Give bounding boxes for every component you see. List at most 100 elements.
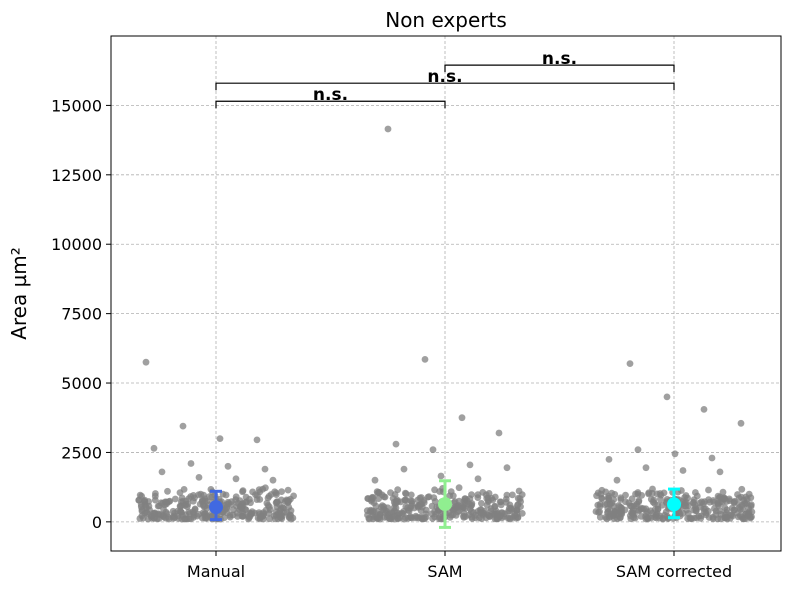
data-point xyxy=(283,496,290,504)
data-point xyxy=(141,500,149,508)
data-point xyxy=(406,504,414,512)
data-point xyxy=(228,498,236,505)
data-point xyxy=(747,501,755,509)
data-point xyxy=(271,488,279,496)
data-point xyxy=(272,499,280,507)
data-point xyxy=(162,514,170,522)
x-tick-label: SAM corrected xyxy=(616,562,732,581)
y-tick-label: 0 xyxy=(92,513,102,532)
data-point xyxy=(503,491,511,499)
data-point xyxy=(376,511,384,519)
data-point xyxy=(684,515,691,522)
data-point xyxy=(417,494,425,501)
outlier-point xyxy=(679,467,687,474)
data-point xyxy=(652,514,660,522)
y-tick-label: 2500 xyxy=(61,443,102,462)
data-point xyxy=(610,496,618,503)
data-point xyxy=(628,495,636,503)
data-point xyxy=(135,496,143,504)
outlier-point xyxy=(642,464,650,472)
data-point xyxy=(240,511,247,519)
data-point xyxy=(462,513,469,520)
data-point xyxy=(138,512,146,520)
data-point xyxy=(483,494,491,502)
outlier-point xyxy=(737,419,745,427)
outlier-point xyxy=(224,462,232,470)
data-point xyxy=(598,486,606,494)
data-point xyxy=(487,505,495,512)
data-point xyxy=(497,501,505,509)
data-point xyxy=(171,495,179,503)
data-point xyxy=(265,509,273,517)
data-point xyxy=(738,502,746,509)
mean-marker xyxy=(438,497,452,512)
data-point xyxy=(163,500,171,508)
data-point xyxy=(455,484,463,492)
plot-frame xyxy=(110,35,782,552)
data-point xyxy=(278,488,285,495)
data-point xyxy=(144,509,151,517)
outlier-point xyxy=(392,440,400,448)
summary-marker-manual xyxy=(209,489,223,522)
outlier-point xyxy=(613,476,621,484)
data-point xyxy=(402,489,409,497)
data-point xyxy=(247,499,254,507)
outlier-point xyxy=(429,446,437,454)
data-point xyxy=(608,489,616,497)
chart-title: Non experts xyxy=(385,8,507,32)
outlier-point xyxy=(253,436,261,444)
significance-brackets: n.s. n.s. n.s. xyxy=(215,49,675,109)
data-point xyxy=(494,510,502,518)
outlier-point xyxy=(495,429,503,437)
outlier-point xyxy=(269,476,277,484)
data-points xyxy=(135,125,756,523)
data-point xyxy=(478,500,485,507)
data-point xyxy=(200,491,208,499)
data-point xyxy=(430,494,438,502)
data-point xyxy=(198,514,206,522)
data-point xyxy=(256,510,264,518)
data-point xyxy=(417,513,425,521)
data-point xyxy=(387,489,394,496)
summary-markers xyxy=(209,479,681,529)
summary-marker-sam-corrected xyxy=(667,487,681,520)
y-axis-ticks: 0 2500 5000 7500 10000 12500 15000 xyxy=(51,96,111,532)
data-point xyxy=(279,504,287,511)
data-point xyxy=(256,488,264,496)
data-point xyxy=(451,498,459,505)
data-point xyxy=(189,508,197,516)
mean-marker xyxy=(209,500,223,515)
outlier-point xyxy=(708,454,716,462)
data-point xyxy=(698,498,706,506)
bracket-line xyxy=(215,82,675,91)
outlier-point xyxy=(261,465,269,473)
data-point xyxy=(676,510,684,518)
data-point xyxy=(394,486,402,494)
outlier-point xyxy=(437,472,445,480)
outlier-point xyxy=(400,465,408,473)
data-point xyxy=(424,493,432,501)
outlier-point xyxy=(700,406,708,413)
data-point xyxy=(365,515,373,522)
outlier-point xyxy=(142,358,150,366)
data-point xyxy=(709,497,717,504)
data-point xyxy=(630,514,637,521)
data-point xyxy=(181,515,189,523)
data-point xyxy=(649,485,656,493)
data-point xyxy=(657,495,664,503)
data-point xyxy=(431,513,438,521)
data-point xyxy=(394,498,402,505)
outlier-point xyxy=(384,125,392,133)
data-point xyxy=(239,488,246,496)
y-tick-label: 7500 xyxy=(61,305,102,324)
outlier-point xyxy=(663,393,671,401)
data-point xyxy=(437,515,445,523)
data-point xyxy=(190,492,197,499)
data-point xyxy=(518,510,526,517)
significance-label: n.s. xyxy=(427,67,462,87)
data-point xyxy=(635,507,643,514)
y-tick-label: 10000 xyxy=(51,235,102,254)
outlier-point xyxy=(671,450,679,458)
data-point xyxy=(638,492,646,499)
